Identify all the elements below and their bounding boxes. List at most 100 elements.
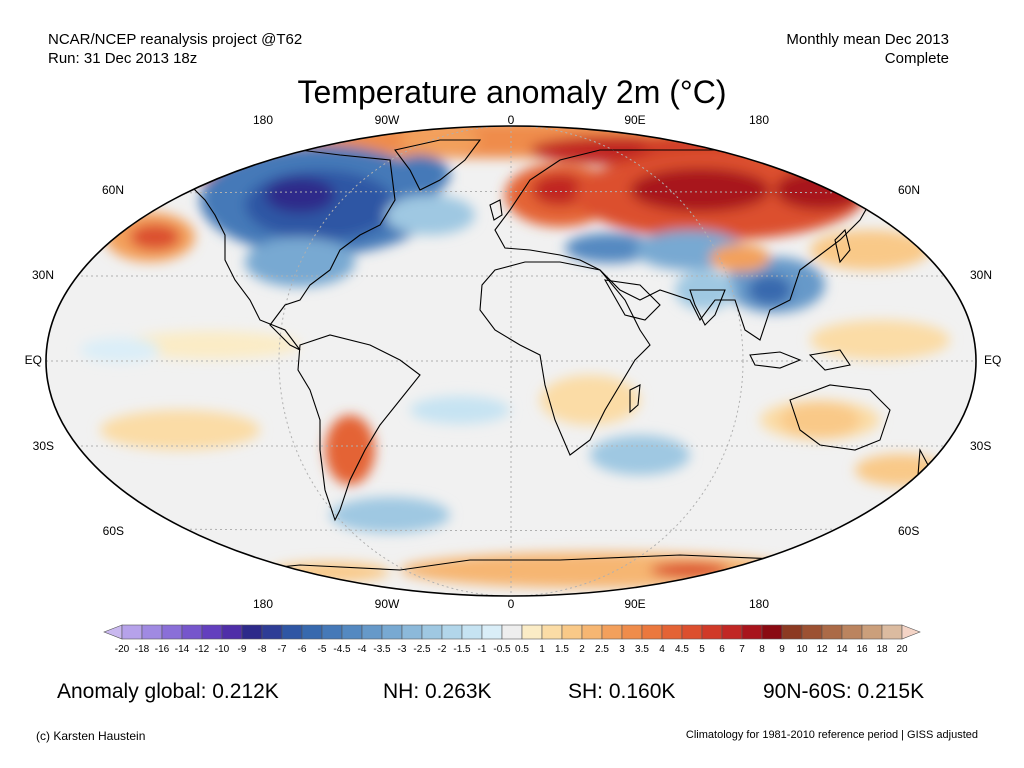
coastlines [179,139,929,576]
colorbar-tick-label: 14 [836,644,848,655]
lon-label-top-180e: 180 [749,113,769,127]
map-frame [45,125,977,597]
colorbar: -20 -18 -16 -14 -12 -10 -9 -8 -7 -6 -5 -4.5 -4 -3.5 -3… [103,624,921,655]
run-label: Run: 31 Dec 2013 18z [48,50,198,67]
colorbar-cell [761,624,783,640]
lat-label-left-eq: EQ [25,353,42,367]
colorbar-tick-label: -2.5 [413,644,431,655]
colorbar-cell [861,624,883,640]
colorbar-cell [741,624,763,640]
colorbar-cell [301,624,323,640]
lon-label-bottom-90w: 90W [375,597,400,611]
colorbar-tick-label: -6 [298,644,307,655]
lon-label-bottom-0: 0 [508,597,515,611]
colorbar-cell [601,624,623,640]
lon-label-bottom-90e: 90E [624,597,645,611]
colorbar-tick-label: -1.5 [453,644,471,655]
colorbar-tick-label: 6 [719,644,725,655]
colorbar-cell [161,624,183,640]
lon-label-top-90w: 90W [375,113,400,127]
anomaly-map: 180 90W 0 90E 180 180 90W 0 90E 180 60N … [25,113,1002,611]
colorbar-tick-label: 16 [856,644,868,655]
colorbar-cell [361,624,383,640]
colorbar-cell [801,624,823,640]
colorbar-tick-label: -4 [358,644,367,655]
colorbar-tick-label: 5 [699,644,705,655]
colorbar-cell [641,624,663,640]
colorbar-low-arrow [103,624,123,640]
colorbar-tick-label: 7 [739,644,745,655]
climatology-note: Climatology for 1981-2010 reference peri… [685,729,978,741]
colorbar-tick-label: -7 [278,644,287,655]
credit-text: (c) Karsten Haustein [36,729,146,743]
colorbar-tick-labels: -20 -18 -16 -14 -12 -10 -9 -8 -7 -6 -5 -4.5 -4 -3.5 -3… [115,644,908,655]
colorbar-tick-label: -5 [318,644,327,655]
colorbar-cells [103,624,921,640]
colorbar-cell [341,624,363,640]
sh-anomaly: SH: 0.160K [568,680,676,703]
colorbar-cell [541,624,563,640]
lat-label-left-30s: 30S [33,439,54,453]
colorbar-cell [821,624,843,640]
colorbar-cell [841,624,863,640]
colorbar-tick-label: -2 [438,644,447,655]
colorbar-tick-label: 2.5 [595,644,609,655]
colorbar-cell [121,624,143,640]
colorbar-tick-label: 0.5 [515,644,529,655]
colorbar-tick-label: 4.5 [675,644,689,655]
colorbar-cell [381,624,403,640]
lon-label-bottom-180w: 180 [253,597,273,611]
nh-anomaly: NH: 0.263K [383,680,492,703]
lat-label-left-60s: 60S [103,524,124,538]
colorbar-tick-label: -10 [215,644,230,655]
lon-labels-top: 180 90W 0 90E 180 [253,113,769,127]
colorbar-cell [221,624,243,640]
anomaly-stats: Anomaly global: 0.212K NH: 0.263K SH: 0.… [0,680,1024,708]
lat-labels-right: 60N 30N EQ 30S 60S [898,183,1001,538]
lat-label-right-60n: 60N [898,183,920,197]
colorbar-cell [441,624,463,640]
region-anomaly: 90N-60S: 0.215K [763,680,925,703]
colorbar-tick-label: 4 [659,644,665,655]
colorbar-tick-label: 20 [896,644,908,655]
colorbar-cell [181,624,203,640]
colorbar-tick-label: -3.5 [373,644,391,655]
colorbar-tick-label: 9 [779,644,785,655]
colorbar-tick-label: -1 [478,644,487,655]
colorbar-cell [781,624,803,640]
colorbar-cell [421,624,443,640]
colorbar-cell [281,624,303,640]
colorbar-cell [481,624,503,640]
colorbar-tick-label: 18 [876,644,888,655]
colorbar-cell [501,624,523,640]
global-anomaly: Anomaly global: 0.212K [57,680,279,703]
colorbar-cell [721,624,743,640]
colorbar-tick-label: -0.5 [493,644,511,655]
colorbar-cell [401,624,423,640]
lon-labels-bottom: 180 90W 0 90E 180 [253,597,769,611]
colorbar-tick-label: 1.5 [555,644,569,655]
lat-label-right-60s: 60S [898,524,919,538]
colorbar-cell [261,624,283,640]
colorbar-cell [141,624,163,640]
lat-label-right-30s: 30S [970,439,991,453]
lon-label-bottom-180e: 180 [749,597,769,611]
lat-label-right-30n: 30N [970,268,992,282]
colorbar-cell [321,624,343,640]
lon-label-top-180w: 180 [253,113,273,127]
lat-label-left-60n: 60N [102,183,124,197]
lat-label-left-30n: 30N [32,268,54,282]
lon-label-top-90e: 90E [624,113,645,127]
colorbar-tick-label: -8 [258,644,267,655]
colorbar-tick-label: -12 [195,644,210,655]
colorbar-tick-label: -4.5 [333,644,351,655]
colorbar-tick-label: -20 [115,644,130,655]
lat-labels-left: 60N 30N EQ 30S 60S [25,183,124,538]
colorbar-tick-label: 2 [579,644,585,655]
colorbar-cell [701,624,723,640]
colorbar-tick-label: -18 [135,644,150,655]
status-label: Complete [884,50,949,67]
run-info: NCAR/NCEP reanalysis project @T62 Run: 3… [48,30,302,68]
colorbar-cell [241,624,263,640]
source-label: NCAR/NCEP reanalysis project @T62 [48,31,303,48]
